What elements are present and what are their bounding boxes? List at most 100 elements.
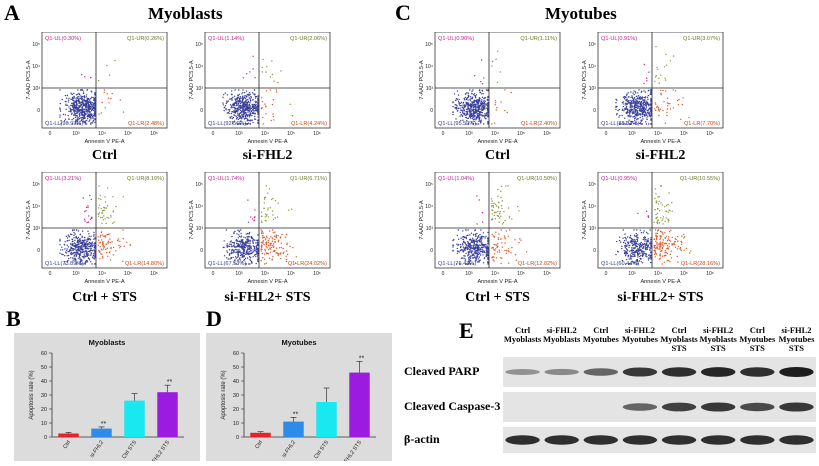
lane-header-8: si-FHL2 Myotubes STS bbox=[778, 325, 815, 353]
band bbox=[505, 369, 540, 375]
x-tick-label: 0 bbox=[49, 271, 52, 277]
y-tick-label: 0 bbox=[44, 435, 47, 441]
band bbox=[505, 435, 540, 445]
x-tick-label: 10³ bbox=[235, 271, 243, 277]
y-tick-label: 10⁴ bbox=[425, 204, 433, 210]
y-axis-label: 7-AAD PC5.5-A bbox=[582, 60, 588, 99]
flow-plot-C2: Q1-UL(0.91%) Q1-UR(3.07%) Q1-LL(88.33%) Q1-… bbox=[582, 32, 724, 145]
y-tick-label: 10³ bbox=[589, 226, 597, 232]
bar-2 bbox=[91, 428, 112, 437]
y-tick-label: 60 bbox=[41, 351, 47, 357]
y-tick-label: 10 bbox=[233, 421, 239, 427]
x-tick-label: 0 bbox=[605, 271, 608, 277]
condition-label-A4: si-FHL2+ STS bbox=[224, 290, 311, 305]
y-tick-label: 10⁵ bbox=[195, 182, 203, 188]
plot-frame bbox=[41, 32, 168, 129]
y-tick-label: 10⁵ bbox=[425, 42, 433, 48]
y-tick-label: 10³ bbox=[589, 86, 597, 92]
y-tick-label: 0 bbox=[593, 248, 596, 254]
plot-frame bbox=[41, 172, 168, 269]
band bbox=[740, 402, 775, 412]
quadrant-ur-label: Q1-UR(6.71%) bbox=[290, 176, 327, 182]
myoblasts-title: Myoblasts bbox=[148, 4, 223, 23]
x-tick-label: 0 bbox=[442, 271, 445, 277]
blot-strip-1 bbox=[503, 357, 816, 387]
quadrant-lr-label: Q1-LR(28.16%) bbox=[681, 261, 720, 267]
y-tick-label: 10³ bbox=[196, 226, 204, 232]
x-axis-label: Annexin V PE-A bbox=[640, 279, 680, 285]
flow-plot-C4: Q1-UL(0.95%) Q1-UR(10.55%) Q1-LL(60.44%) Q1… bbox=[582, 172, 724, 285]
bar-4 bbox=[349, 372, 370, 437]
lane-header-7: Ctrl Myotubes STS bbox=[739, 325, 776, 353]
y-axis-label: 7-AAD PC5.5-A bbox=[419, 60, 425, 99]
x-tick-label: 10³ bbox=[72, 271, 80, 277]
band bbox=[622, 403, 658, 411]
y-tick-label: 10⁴ bbox=[195, 204, 203, 210]
y-tick-label: 10³ bbox=[33, 86, 41, 92]
y-axis-label: Apoptosis rate (%) bbox=[29, 370, 35, 419]
y-tick-label: 0 bbox=[37, 108, 40, 114]
band bbox=[544, 435, 579, 445]
blot-strip-2 bbox=[503, 392, 816, 422]
y-tick-label: 10⁴ bbox=[32, 64, 40, 70]
quadrant-lr-label: Q1-LR(14.80%) bbox=[125, 261, 164, 267]
y-tick-label: 40 bbox=[233, 379, 239, 385]
condition-label-A3: Ctrl + STS bbox=[72, 290, 137, 305]
blot-label-3: β-actin bbox=[404, 432, 440, 446]
y-tick-label: 10⁵ bbox=[588, 42, 596, 48]
significance-marker: ** bbox=[167, 379, 173, 386]
quadrant-ll-label: Q1-LL(92.56%) bbox=[208, 121, 246, 127]
quadrant-ul-label: Q1-UL(0.91%) bbox=[601, 36, 637, 42]
x-tick-label: 10⁴ bbox=[654, 271, 662, 277]
quadrant-ur-label: Q1-UR(1.11%) bbox=[520, 36, 557, 42]
x-tick-label: 10⁴ bbox=[491, 131, 499, 137]
y-tick-label: 10⁵ bbox=[32, 42, 40, 48]
chart-title: Myotubes bbox=[281, 338, 316, 347]
x-tick-label: 10⁴ bbox=[98, 131, 106, 137]
plot-frame bbox=[204, 32, 331, 129]
x-axis-label: Annexin V PE-A bbox=[84, 139, 124, 145]
quadrant-ul-label: Q1-UL(1.74%) bbox=[208, 176, 244, 182]
event-dots bbox=[222, 185, 297, 265]
quadrant-ul-label: Q1-UL(1.14%) bbox=[208, 36, 244, 42]
quadrant-ul-label: Q1-UL(0.30%) bbox=[45, 36, 81, 42]
panel-letter-b: B bbox=[6, 306, 21, 331]
x-tick-label: 10⁵ bbox=[680, 271, 688, 277]
x-tick-label: 10³ bbox=[628, 131, 636, 137]
x-axis-label: Annexin V PE-A bbox=[640, 139, 680, 145]
y-axis-label: 7-AAD PC5.5-A bbox=[26, 60, 32, 99]
y-tick-label: 10⁵ bbox=[425, 182, 433, 188]
quadrant-lr-label: Q1-LR(12.02%) bbox=[518, 261, 557, 267]
y-tick-label: 0 bbox=[200, 248, 203, 254]
x-tick-label: 10⁴ bbox=[261, 131, 269, 137]
bar-1 bbox=[250, 432, 271, 437]
x-tick-label: 10⁶ bbox=[150, 271, 158, 277]
quadrant-ll-label: Q1-LL(76.43%) bbox=[438, 261, 476, 267]
bar-1 bbox=[58, 433, 79, 437]
y-tick-label: 0 bbox=[236, 435, 239, 441]
y-tick-label: 10⁴ bbox=[195, 64, 203, 70]
x-tick-label: 10⁵ bbox=[287, 131, 295, 137]
lane-header-5: Ctrl Myoblasts STS bbox=[660, 325, 698, 353]
y-tick-label: 50 bbox=[41, 365, 47, 371]
band bbox=[544, 368, 579, 376]
x-tick-label: 10³ bbox=[72, 131, 80, 137]
x-tick-label: 0 bbox=[212, 271, 215, 277]
lane-header-2: si-FHL2 Myoblasts bbox=[543, 325, 581, 344]
lane-header-4: si-FHL2 Myotubes bbox=[621, 325, 658, 344]
band bbox=[622, 435, 658, 445]
band bbox=[700, 367, 736, 377]
blot-strip-3 bbox=[503, 427, 816, 453]
condition-label-C3: Ctrl + STS bbox=[465, 290, 530, 305]
x-tick-label: 0 bbox=[442, 131, 445, 137]
quadrant-lr-label: Q1-LR(4.24%) bbox=[291, 121, 327, 127]
quadrant-lr-label: Q1-LR(24.02%) bbox=[288, 261, 327, 267]
x-tick-label: 10⁴ bbox=[491, 271, 499, 277]
y-tick-label: 10³ bbox=[426, 86, 434, 92]
y-axis-label: 7-AAD PC5.5-A bbox=[582, 200, 588, 239]
x-tick-label: 10⁵ bbox=[124, 271, 132, 277]
y-tick-label: 10⁵ bbox=[32, 182, 40, 188]
y-tick-label: 50 bbox=[233, 365, 239, 371]
quadrant-ur-label: Q1-UR(10.50%) bbox=[517, 176, 557, 182]
band bbox=[779, 402, 814, 412]
